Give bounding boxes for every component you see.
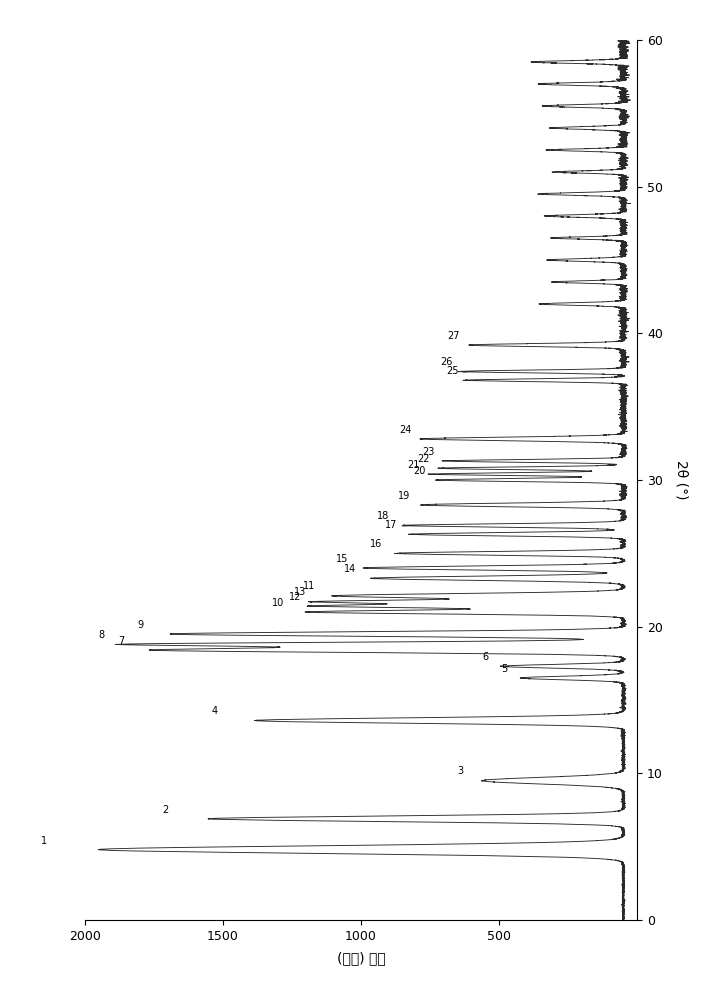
Text: 9: 9 (137, 620, 143, 630)
Text: 10: 10 (272, 598, 285, 608)
Text: 7: 7 (118, 636, 124, 646)
Text: 14: 14 (344, 564, 356, 574)
Text: 5: 5 (501, 664, 508, 674)
Text: 2: 2 (162, 805, 169, 815)
Text: 18: 18 (377, 511, 389, 521)
Text: 19: 19 (398, 491, 410, 501)
Text: 25: 25 (446, 366, 459, 376)
Text: 21: 21 (407, 460, 420, 470)
Text: 13: 13 (295, 587, 307, 597)
Text: 8: 8 (98, 630, 105, 640)
Text: 3: 3 (457, 766, 464, 776)
Text: 20: 20 (413, 466, 426, 476)
Text: 6: 6 (482, 652, 489, 662)
Text: 15: 15 (336, 554, 348, 564)
Text: 27: 27 (447, 331, 459, 341)
Text: 22: 22 (417, 454, 430, 464)
Y-axis label: 2θ (°): 2θ (°) (674, 460, 688, 500)
Text: 1: 1 (40, 836, 47, 846)
Text: 23: 23 (423, 447, 435, 457)
Text: 11: 11 (302, 581, 315, 591)
Text: 24: 24 (399, 425, 411, 435)
Text: 4: 4 (212, 706, 218, 716)
Text: 17: 17 (385, 520, 398, 530)
Text: 16: 16 (370, 539, 382, 549)
Text: 26: 26 (440, 357, 453, 367)
X-axis label: (计数) 强度: (计数) 强度 (337, 951, 385, 965)
Text: 12: 12 (289, 592, 301, 602)
